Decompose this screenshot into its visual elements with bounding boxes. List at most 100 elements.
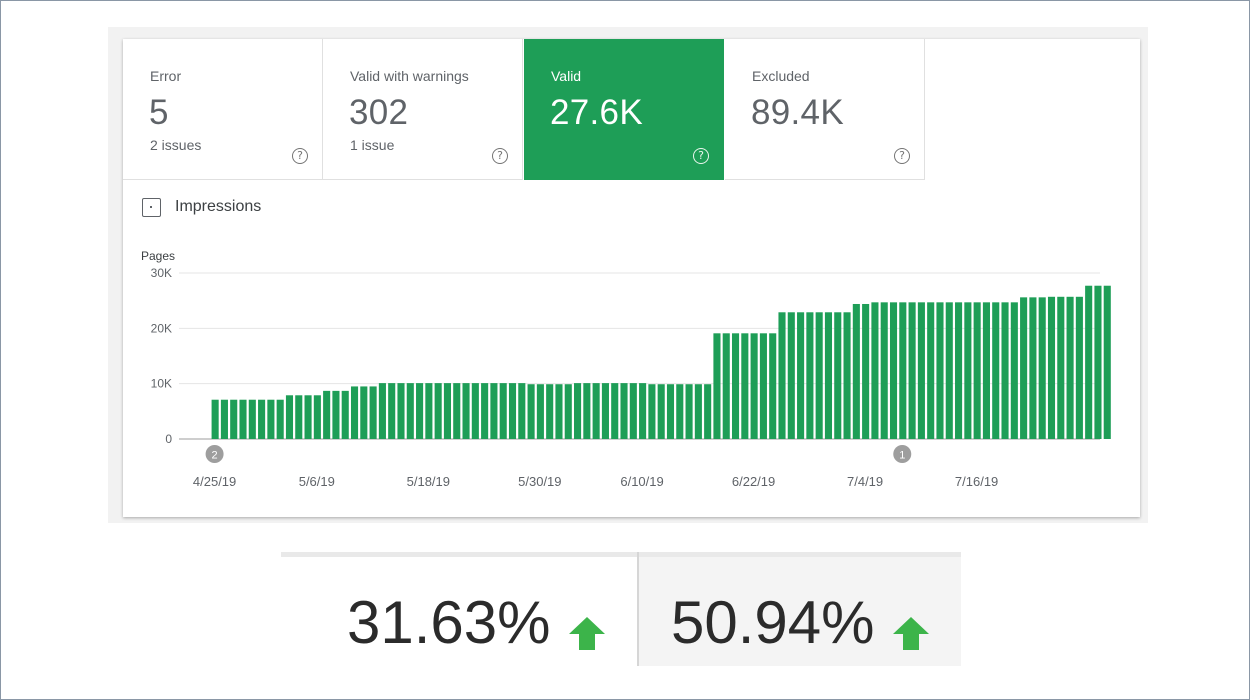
bar [862,303,870,439]
impressions-checkbox[interactable] [142,198,161,217]
bar [806,312,814,439]
bar [889,302,898,439]
bar [880,302,888,439]
tile-label: Excluded [752,68,810,84]
bar [378,383,386,439]
bar [964,302,972,439]
tile-issues: 2 issues [150,137,202,153]
bar [397,383,405,439]
bar [713,333,721,439]
metrics-strip: 31.63% 50.94% [281,552,961,666]
bar [258,399,266,439]
bar [1103,285,1111,439]
bar [462,383,470,439]
bar [527,384,535,439]
help-icon[interactable]: ? [292,148,308,164]
index-coverage-card: Error 5 2 issues ? Valid with warnings 3… [123,39,1140,517]
bar [601,383,609,439]
bar [518,383,526,439]
y-tick-label: 0 [165,432,172,446]
bar [388,383,396,439]
bar [676,384,684,439]
status-tiles: Error 5 2 issues ? Valid with warnings 3… [123,39,925,180]
tile-valid-with-warnings[interactable]: Valid with warnings 302 1 issue ? [323,39,523,180]
bar [406,383,414,439]
tile-value: 27.6K [550,93,643,132]
tile-valid[interactable]: Valid 27.6K ? [524,39,724,180]
bar [536,384,544,439]
y-tick-label: 20K [151,321,172,335]
bar [666,384,675,439]
bar [1001,302,1009,439]
bar [583,383,591,439]
metric-right-panel: 50.94% [639,557,961,666]
bar [276,399,284,439]
bar [211,399,219,439]
bar [220,399,228,439]
bar [648,384,656,439]
tile-label: Valid [551,68,582,84]
bar [927,302,935,439]
bar [481,383,489,439]
bar [471,383,479,439]
bar [797,312,805,439]
bar [899,302,907,439]
bar [945,302,953,439]
tile-error[interactable]: Error 5 2 issues ? [123,39,323,180]
impressions-label: Impressions [175,198,262,215]
tile-excluded[interactable]: Excluded 89.4K ? [725,39,925,180]
bar [230,399,238,439]
bar [834,312,842,439]
bar [434,383,442,439]
bar [332,390,340,439]
bar [1047,296,1056,439]
bar [341,390,349,439]
x-tick-label: 5/6/19 [299,474,335,489]
bar [313,395,321,439]
tile-value: 5 [149,93,169,132]
bar [267,399,275,439]
bar [741,333,749,439]
x-tick-label: 6/22/19 [732,474,775,489]
bar [917,302,925,439]
bar [416,383,424,439]
x-tick-label: 5/30/19 [518,474,561,489]
bar [852,303,860,439]
bar [955,302,963,439]
bar [769,333,777,439]
help-icon[interactable]: ? [894,148,910,164]
annotation-marker [205,445,224,463]
bar [982,302,990,439]
tile-issues: 1 issue [350,137,395,153]
bar [639,383,647,439]
bar [620,383,628,439]
bar [1075,296,1083,439]
bar [248,399,256,439]
x-tick-label: 7/4/19 [847,474,883,489]
arrow-up-icon [569,617,605,650]
bar [936,302,944,439]
bar [555,384,563,439]
bar [1085,285,1093,439]
help-icon[interactable]: ? [693,148,709,164]
bar [657,384,665,439]
bar [564,384,572,439]
bar [629,383,637,439]
bar [295,395,303,439]
tile-value: 302 [349,93,409,132]
bar [1057,296,1065,439]
bar [499,383,507,439]
x-tick-label: 7/16/19 [955,474,998,489]
bar [490,383,498,439]
x-tick-label: 4/25/19 [193,474,236,489]
x-tick-label: 6/10/19 [620,474,663,489]
help-icon[interactable]: ? [492,148,508,164]
bar [574,383,582,439]
metrics-top-border [281,552,961,557]
tile-value: 89.4K [751,93,844,132]
bar [443,383,452,439]
bar [453,383,461,439]
bar [369,386,377,439]
y-axis-title: Pages [141,249,175,263]
annotation-marker-label: 2 [212,450,218,462]
